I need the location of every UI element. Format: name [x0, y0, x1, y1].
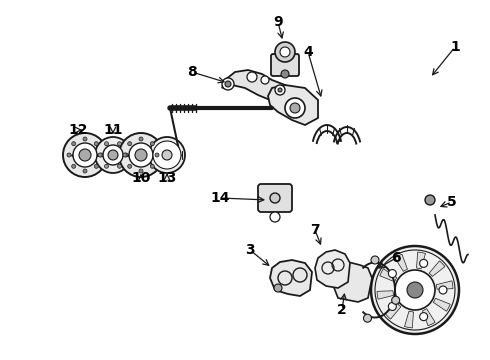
- Wedge shape: [429, 261, 445, 276]
- Text: 9: 9: [273, 15, 283, 29]
- Polygon shape: [333, 262, 372, 302]
- Circle shape: [407, 282, 423, 298]
- Text: 14: 14: [210, 191, 230, 205]
- Circle shape: [281, 70, 289, 78]
- Circle shape: [389, 302, 396, 310]
- Wedge shape: [395, 254, 408, 271]
- Circle shape: [135, 149, 147, 161]
- Circle shape: [124, 153, 128, 157]
- Circle shape: [225, 81, 231, 87]
- Circle shape: [72, 164, 75, 168]
- Text: 5: 5: [447, 195, 457, 209]
- Circle shape: [73, 143, 97, 167]
- Polygon shape: [315, 250, 350, 288]
- Circle shape: [274, 284, 282, 292]
- Circle shape: [79, 149, 91, 161]
- Polygon shape: [270, 260, 312, 296]
- Circle shape: [123, 153, 127, 157]
- Wedge shape: [385, 303, 401, 319]
- Circle shape: [98, 153, 102, 157]
- Circle shape: [67, 153, 71, 157]
- Text: 12: 12: [68, 123, 88, 137]
- Polygon shape: [268, 85, 318, 125]
- Circle shape: [149, 137, 185, 173]
- Circle shape: [118, 164, 122, 168]
- Circle shape: [419, 259, 428, 267]
- Circle shape: [275, 85, 285, 95]
- Circle shape: [371, 246, 459, 334]
- Text: 8: 8: [187, 65, 197, 79]
- Circle shape: [389, 270, 396, 278]
- Circle shape: [275, 42, 295, 62]
- Circle shape: [139, 137, 143, 141]
- Wedge shape: [433, 298, 450, 311]
- Wedge shape: [380, 269, 397, 282]
- Wedge shape: [377, 291, 393, 299]
- Circle shape: [128, 164, 132, 168]
- Circle shape: [155, 153, 159, 157]
- Text: 6: 6: [391, 251, 401, 265]
- Circle shape: [150, 164, 154, 168]
- Text: 10: 10: [131, 171, 151, 185]
- Circle shape: [419, 312, 428, 321]
- Circle shape: [425, 195, 435, 205]
- Text: 3: 3: [245, 243, 255, 257]
- Wedge shape: [405, 311, 414, 328]
- Circle shape: [364, 314, 371, 322]
- Circle shape: [104, 142, 108, 146]
- Circle shape: [270, 212, 280, 222]
- FancyBboxPatch shape: [271, 54, 299, 76]
- Circle shape: [280, 47, 290, 57]
- Circle shape: [395, 270, 435, 310]
- Circle shape: [94, 164, 98, 168]
- Circle shape: [128, 142, 132, 146]
- Circle shape: [83, 169, 87, 173]
- Text: 7: 7: [310, 223, 320, 237]
- Wedge shape: [422, 309, 435, 326]
- Text: 4: 4: [303, 45, 313, 59]
- Circle shape: [285, 98, 305, 118]
- Circle shape: [139, 169, 143, 173]
- Circle shape: [108, 150, 118, 160]
- Circle shape: [72, 142, 75, 146]
- Circle shape: [290, 103, 300, 113]
- Text: 11: 11: [103, 123, 123, 137]
- Circle shape: [94, 142, 98, 146]
- Circle shape: [278, 88, 282, 92]
- Circle shape: [103, 145, 123, 165]
- Circle shape: [129, 143, 153, 167]
- Circle shape: [392, 296, 400, 304]
- Wedge shape: [416, 252, 425, 269]
- Circle shape: [119, 133, 163, 177]
- Circle shape: [83, 137, 87, 141]
- Circle shape: [371, 256, 379, 264]
- Text: 2: 2: [337, 303, 347, 317]
- Circle shape: [153, 141, 181, 169]
- Wedge shape: [437, 281, 453, 289]
- Text: 1: 1: [450, 40, 460, 54]
- Circle shape: [118, 142, 122, 146]
- Circle shape: [95, 137, 131, 173]
- Circle shape: [99, 153, 103, 157]
- Circle shape: [261, 76, 269, 84]
- FancyBboxPatch shape: [258, 184, 292, 212]
- Circle shape: [150, 142, 154, 146]
- Circle shape: [222, 78, 234, 90]
- Circle shape: [247, 72, 257, 82]
- Circle shape: [104, 164, 108, 168]
- Text: 13: 13: [157, 171, 177, 185]
- Circle shape: [439, 286, 447, 294]
- Circle shape: [270, 193, 280, 203]
- Circle shape: [63, 133, 107, 177]
- Circle shape: [162, 150, 172, 160]
- Polygon shape: [222, 70, 285, 100]
